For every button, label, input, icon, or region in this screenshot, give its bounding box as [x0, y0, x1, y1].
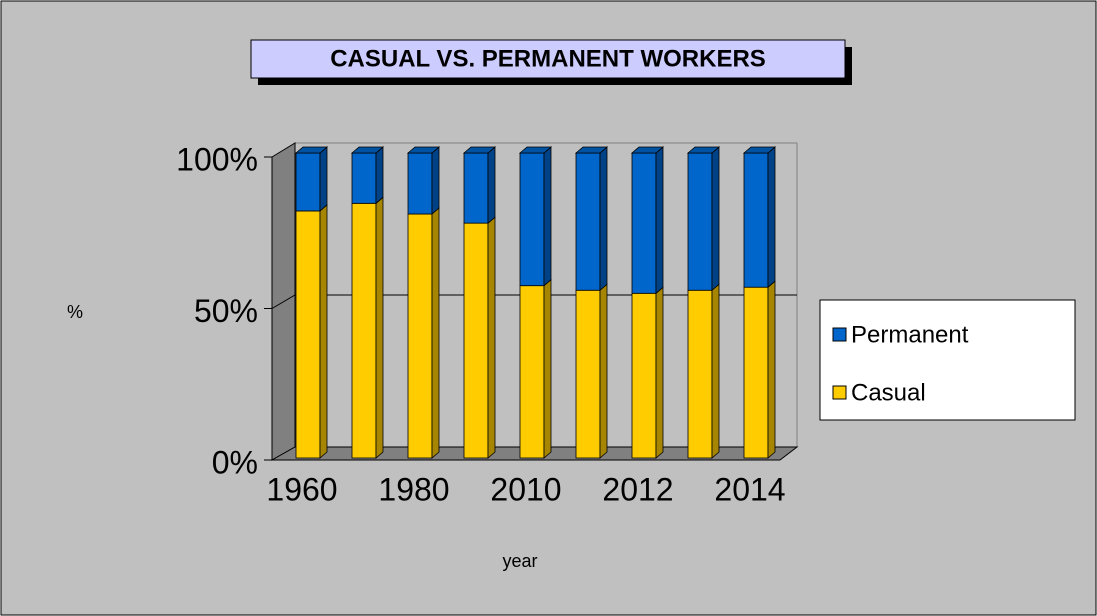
- bar-side: [655, 146, 664, 295]
- y-axis-label: %: [67, 302, 83, 322]
- bar-segment: [407, 152, 433, 215]
- bar-top: [630, 146, 665, 154]
- bar-side: [711, 146, 720, 292]
- x-tick-label: 2010: [490, 471, 561, 507]
- legend-box: [819, 299, 1076, 421]
- bar-segment: [519, 152, 545, 287]
- bar-segment: [351, 152, 377, 204]
- bar-side: [655, 286, 664, 459]
- bar-top: [574, 146, 609, 154]
- bar-segment: [575, 152, 601, 291]
- bar-segment: [295, 152, 321, 212]
- bar-side: [543, 278, 552, 459]
- bar-top: [294, 146, 329, 154]
- y-tick-label: 0%: [212, 444, 258, 480]
- bar-segment: [351, 202, 377, 459]
- x-tick-label: 2012: [602, 471, 673, 507]
- bar-segment: [743, 152, 769, 288]
- bar-segment: [575, 289, 601, 459]
- bar-segment: [519, 285, 545, 459]
- bar-segment: [687, 289, 713, 459]
- bar-segment: [687, 152, 713, 291]
- bar-side: [599, 283, 608, 459]
- bar-side: [375, 196, 384, 459]
- grid-line: [271, 294, 797, 309]
- bar-top: [742, 146, 777, 154]
- bar-side: [599, 146, 608, 292]
- bar-top: [462, 146, 497, 154]
- bar-segment: [463, 222, 489, 459]
- bar-side: [375, 146, 384, 205]
- bar-side: [711, 283, 720, 459]
- bar-side: [319, 204, 328, 459]
- x-tick-label: 1980: [378, 471, 449, 507]
- legend-label: Permanent: [851, 321, 969, 348]
- bar-segment: [407, 213, 433, 459]
- bar-side: [431, 207, 440, 459]
- bar-top: [686, 146, 721, 154]
- bar-top: [518, 146, 553, 154]
- bar-side: [431, 146, 440, 215]
- bar-side: [543, 146, 552, 287]
- y-tick-label: 100%: [176, 141, 258, 177]
- x-tick-label: 1960: [266, 471, 337, 507]
- legend-swatch: [832, 327, 847, 342]
- bar-segment: [631, 292, 657, 459]
- y-tick-label: 50%: [194, 293, 258, 329]
- bar-top: [350, 146, 385, 154]
- bar-top: [406, 146, 441, 154]
- bar-side: [767, 146, 776, 289]
- chart-title: CASUAL VS. PERMANENT WORKERS: [330, 45, 766, 72]
- bar-side: [487, 216, 496, 459]
- bar-segment: [631, 152, 657, 294]
- x-axis-label: year: [502, 551, 537, 571]
- legend-swatch: [832, 385, 847, 400]
- bar-side: [487, 146, 496, 225]
- x-tick-label: 2014: [714, 471, 785, 507]
- bar-segment: [295, 210, 321, 459]
- legend-label: Casual: [851, 379, 926, 406]
- bar-segment: [743, 286, 769, 459]
- bar-segment: [463, 152, 489, 224]
- bar-side: [319, 146, 328, 212]
- bar-side: [767, 280, 776, 459]
- title-box: [250, 39, 846, 79]
